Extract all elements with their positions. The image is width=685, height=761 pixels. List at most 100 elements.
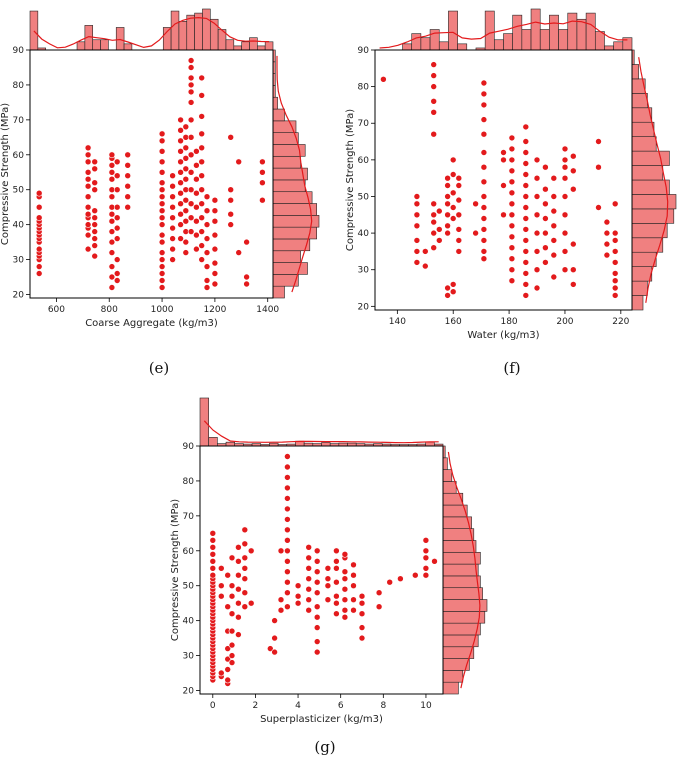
data-point	[91, 158, 98, 166]
data-point	[227, 134, 234, 141]
data-point	[508, 255, 516, 263]
data-point	[522, 248, 530, 255]
top-hist-bar	[484, 10, 495, 51]
data-point	[480, 178, 488, 186]
right-hist-bar	[442, 670, 464, 683]
data-point	[313, 557, 321, 565]
data-point	[430, 72, 438, 79]
right-hist-bar	[442, 481, 457, 494]
x-axis-label: Coarse Aggregate (kg/m3)	[85, 318, 218, 329]
right-hist-bar	[442, 622, 481, 636]
data-point	[271, 634, 278, 642]
data-point	[508, 156, 516, 164]
data-point	[241, 575, 249, 583]
data-point	[561, 163, 569, 171]
data-point	[243, 238, 250, 246]
data-point	[158, 169, 166, 176]
data-point	[305, 575, 313, 583]
top-hist-bar	[604, 45, 614, 51]
data-point	[187, 57, 195, 64]
data-point	[271, 617, 278, 624]
data-point	[350, 606, 357, 614]
data-point	[158, 249, 166, 256]
data-point	[203, 277, 211, 284]
data-point	[522, 160, 530, 167]
scatter-points	[209, 453, 438, 687]
top-hist-bar	[208, 437, 218, 447]
data-point	[187, 134, 195, 141]
data-point	[341, 613, 349, 621]
data-point	[235, 249, 242, 256]
data-point	[124, 151, 131, 159]
data-point	[421, 262, 429, 270]
data-point	[455, 211, 463, 219]
data-point	[561, 211, 569, 219]
data-point	[522, 138, 530, 145]
data-point	[235, 543, 242, 551]
right-hist-bar	[631, 194, 677, 210]
top-hist-bar	[411, 33, 422, 51]
data-point	[333, 578, 340, 586]
data-point	[508, 134, 516, 142]
data-point	[124, 162, 131, 169]
data-point	[182, 238, 190, 246]
y-tick-label: 40	[358, 229, 370, 239]
data-point	[472, 200, 479, 208]
y-tick-label: 70	[358, 119, 370, 129]
data-point	[422, 536, 430, 544]
y-tick-label: 20	[13, 291, 25, 301]
top-histogram	[29, 8, 274, 51]
data-point	[431, 557, 438, 565]
top-hist-bar	[241, 41, 250, 51]
data-point	[169, 193, 176, 200]
data-point	[611, 200, 619, 208]
panel-caption: (e)	[149, 359, 170, 377]
data-point	[227, 221, 234, 228]
data-point	[508, 167, 516, 175]
data-point	[341, 550, 349, 558]
data-point	[313, 603, 321, 611]
data-point	[533, 174, 541, 182]
data-point	[84, 231, 92, 239]
top-hist-bar	[257, 45, 266, 51]
top-hist-bar	[170, 10, 180, 51]
top-hist-bar	[76, 41, 86, 51]
data-point	[522, 182, 530, 189]
x-tick-label: 10	[420, 701, 432, 711]
right-hist-bar	[272, 191, 313, 204]
x-tick-label: 4	[295, 701, 301, 711]
data-point	[158, 277, 166, 284]
data-point	[259, 179, 266, 186]
panel-caption: (f)	[503, 359, 520, 377]
data-point	[187, 99, 195, 106]
right-hist-bar	[631, 266, 653, 282]
top-hist-bar	[576, 18, 587, 51]
right-hist-bar	[272, 262, 308, 275]
data-point	[158, 214, 166, 221]
top-histogram	[199, 397, 444, 447]
data-point	[182, 165, 190, 173]
data-point	[449, 288, 457, 296]
data-point	[209, 550, 217, 558]
data-point	[313, 568, 321, 576]
data-point	[193, 245, 200, 253]
data-point	[358, 624, 366, 631]
data-point	[158, 231, 166, 239]
top-hist-bar	[438, 41, 449, 51]
data-point	[480, 90, 488, 98]
data-point	[108, 284, 116, 291]
data-point	[522, 204, 530, 211]
data-point	[198, 228, 205, 235]
data-point	[611, 277, 619, 285]
data-point	[569, 185, 577, 193]
data-point	[430, 130, 438, 138]
data-point	[533, 284, 541, 292]
data-point	[209, 536, 217, 544]
data-point	[508, 244, 516, 251]
y-tick-label: 30	[358, 266, 370, 276]
data-point	[108, 162, 116, 169]
y-tick-label: 60	[358, 156, 370, 166]
data-point	[569, 167, 577, 175]
data-point	[35, 203, 43, 211]
